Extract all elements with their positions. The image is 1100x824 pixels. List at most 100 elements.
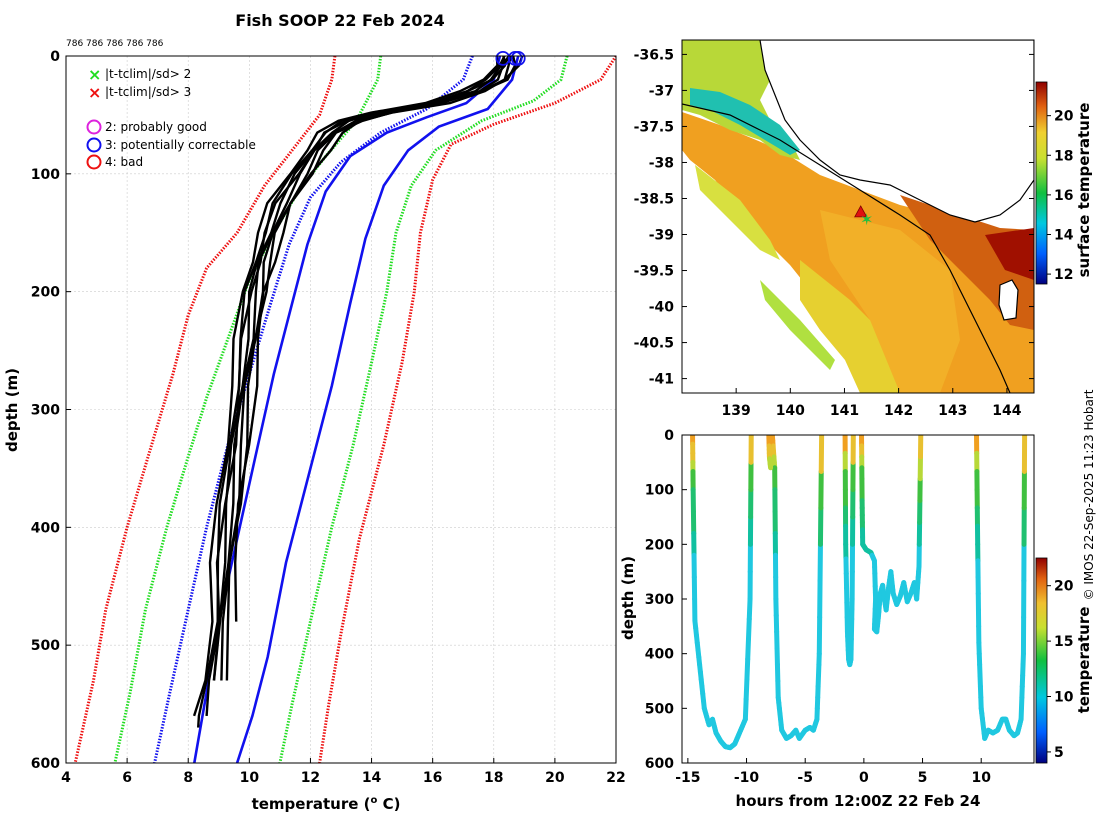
profile-line (235, 56, 522, 622)
tow-segment (748, 619, 749, 639)
x-tick-label: 8 (183, 770, 193, 786)
time-depth-series (693, 435, 1025, 748)
legend-label: |t-tclim|/sd> 2 (105, 67, 191, 81)
x-tick-label: 12 (301, 770, 320, 786)
legend-item-sd3: × |t-tclim|/sd> 3 (88, 83, 191, 102)
y-tick-label: -40.5 (634, 336, 674, 352)
sst-colorbar-label: surface temperature (1075, 103, 1093, 278)
y-tick-label: -40 (649, 300, 675, 316)
x-tick-label: 4 (61, 770, 71, 786)
credit-text: © IMOS 22-Sep-2025 11:23 Hobart (1082, 389, 1096, 600)
x-tick-label: 6 (122, 770, 132, 786)
profiles-grid (66, 56, 616, 763)
colorbar-tick-label: 5 (1054, 745, 1064, 761)
y-tick-label: 0 (50, 49, 60, 65)
y-tick-label: 100 (645, 483, 674, 499)
y-tick-label: -38.5 (634, 191, 674, 207)
y-tick-label: 300 (31, 403, 60, 419)
profiles-plot-frame (66, 56, 616, 763)
legend: × |t-tclim|/sd> 2 × |t-tclim|/sd> 3 2: p… (88, 65, 256, 169)
y-tick-label: 500 (645, 701, 674, 717)
x-tick-label: 0 (859, 770, 869, 786)
x-tick-label: -10 (734, 770, 760, 786)
legend-marker-circle-red (88, 156, 101, 169)
x-tick-label: 10 (240, 770, 260, 786)
legend-label: |t-tclim|/sd> 3 (105, 85, 191, 99)
profiles-y-axis-label: depth (m) (3, 368, 21, 452)
temperature-colorbar-label: temperature (1075, 607, 1093, 714)
legend-label: 2: probably good (105, 120, 207, 134)
legend-marker-circle-magenta (88, 121, 101, 134)
legend-marker-x-red: × (88, 83, 101, 102)
y-tick-label: 600 (645, 756, 674, 772)
colorbar-tick-label: 14 (1054, 227, 1074, 243)
temperature-colorbar-ticks: 5 10 15 20 (1047, 579, 1074, 761)
x-tick-label: 5 (918, 770, 928, 786)
legend-item-potentially-correctable: 3: potentially correctable (88, 138, 256, 152)
x-tick-label: 16 (423, 770, 442, 786)
x-tick-label: -15 (675, 770, 700, 786)
colorbar-tick-label: 18 (1054, 148, 1073, 164)
temperature-colorbar (1036, 558, 1047, 763)
x-tick-label: 139 (722, 403, 751, 419)
y-tick-label: -39.5 (634, 264, 674, 280)
profile-ids: 786 786 786 786 786 (66, 39, 164, 49)
observed-profiles (194, 56, 522, 728)
y-tick-label: -37 (649, 83, 674, 99)
legend-label: 3: potentially correctable (105, 138, 256, 152)
colorbar-tick-label: 15 (1054, 634, 1073, 650)
x-tick-label: 22 (606, 770, 625, 786)
y-tick-label: 400 (645, 647, 674, 663)
legend-item-sd2: × |t-tclim|/sd> 2 (88, 65, 191, 84)
legend-marker-x-green: × (88, 65, 101, 84)
y-tick-label: 0 (664, 428, 674, 444)
y-tick-label: 200 (31, 285, 60, 301)
colorbar-tick-label: 10 (1054, 690, 1074, 706)
chart-title: Fish SOOP 22 Feb 2024 (235, 11, 444, 30)
x-tick-label: 144 (992, 403, 1021, 419)
station-star: ✶ (860, 210, 873, 229)
y-tick-label: -37.5 (634, 119, 674, 135)
profiles-x-axis-label: temperature (o C) (252, 795, 401, 813)
legend-marker-circle-blue (88, 139, 101, 152)
tow-segment (747, 659, 748, 679)
x-tick-label: -5 (797, 770, 813, 786)
y-tick-label: -41 (649, 372, 674, 388)
profile-line (207, 56, 510, 716)
y-tick-label: 300 (645, 592, 674, 608)
profile-line (221, 56, 511, 681)
tow-segment (746, 679, 747, 699)
y-tick-label: 500 (31, 638, 60, 654)
y-tick-label: -38 (649, 155, 674, 171)
y-tick-label: -39 (649, 228, 674, 244)
time-depth-x-axis-label: hours from 12:00Z 22 Feb 24 (736, 792, 981, 810)
tow-segment (745, 699, 746, 719)
colorbar-tick-label: 20 (1054, 109, 1074, 125)
y-tick-label: 100 (31, 167, 60, 183)
x-tick-label: 14 (362, 770, 382, 786)
map-island (999, 280, 1018, 320)
x-tick-label: 140 (776, 403, 805, 419)
colorbar-tick-label: 20 (1054, 579, 1074, 595)
tow-segment (748, 639, 749, 659)
legend-item-bad: 4: bad (88, 155, 144, 169)
x-tick-label: 10 (971, 770, 991, 786)
x-tick-label: 143 (938, 403, 967, 419)
legend-label: 4: bad (105, 155, 143, 169)
y-tick-label: 600 (31, 756, 60, 772)
y-tick-label: 200 (645, 537, 674, 553)
x-tick-label: 18 (484, 770, 503, 786)
sst-colorbar (1036, 82, 1047, 284)
y-tick-label: -36.5 (634, 47, 674, 63)
time-depth-y-axis-label: depth (m) (619, 556, 637, 640)
colorbar-tick-label: 12 (1054, 267, 1073, 283)
colorbar-tick-label: 16 (1054, 188, 1073, 204)
x-tick-label: 20 (545, 770, 565, 786)
tow-segment (749, 599, 750, 619)
x-tick-label: 141 (830, 403, 859, 419)
sst-colorbar-ticks: 12 14 16 18 20 (1047, 109, 1074, 283)
y-tick-label: 400 (31, 520, 60, 536)
x-tick-label: 142 (884, 403, 913, 419)
